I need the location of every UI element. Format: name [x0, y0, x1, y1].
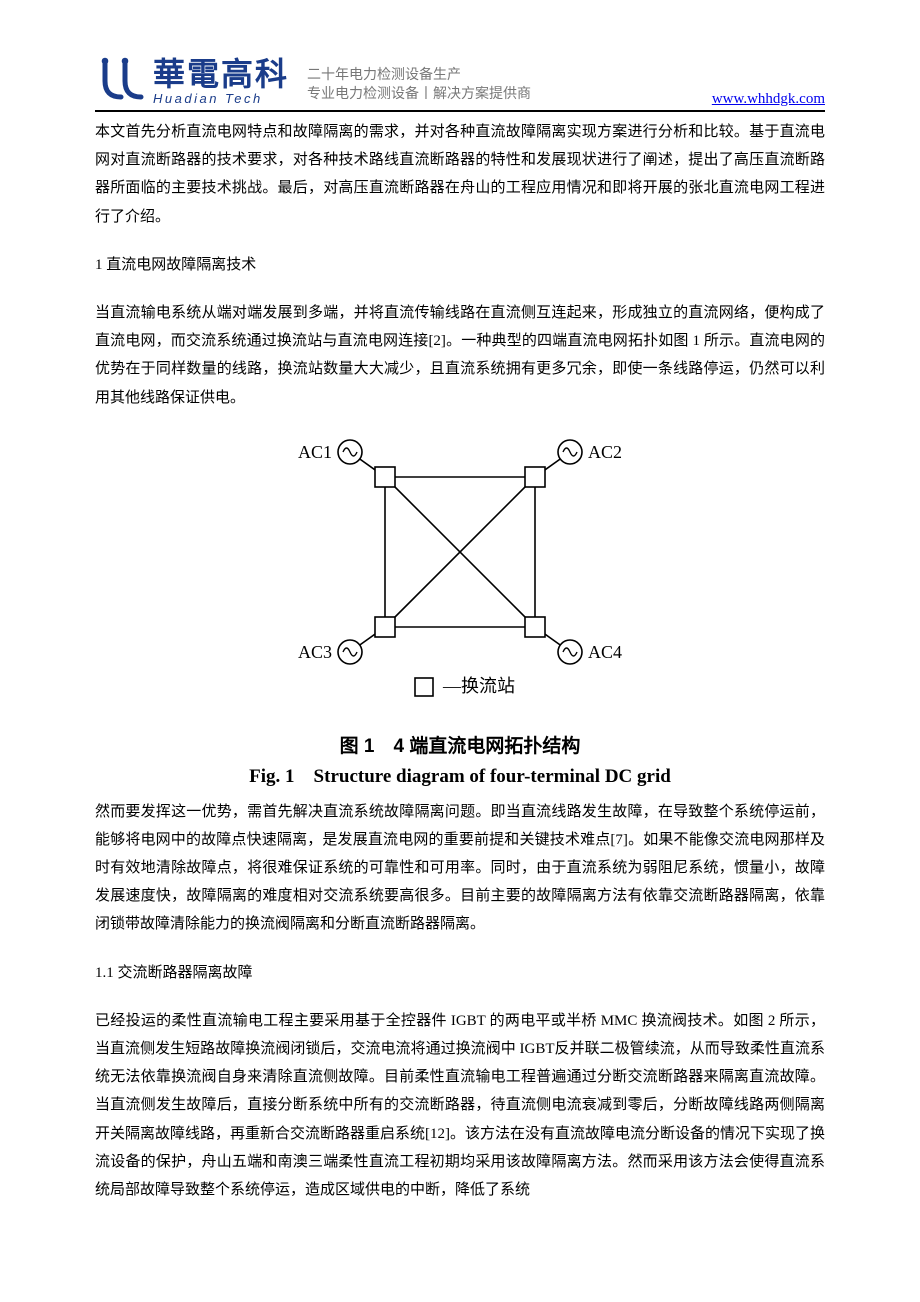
- svg-text:AC1: AC1: [298, 442, 332, 462]
- svg-text:AC3: AC3: [298, 642, 332, 662]
- paragraph-4: 已经投运的柔性直流输电工程主要采用基于全控器件 IGBT 的两电平或半桥 MMC…: [95, 1007, 825, 1204]
- logo-cn: 華電高科: [153, 58, 289, 90]
- figure-1: AC1 AC2 AC3 AC4 —换流站 图 1 4 端直流电网拓扑结构 Fig. 1 …: [95, 422, 825, 788]
- website-link[interactable]: www.whhdgk.com: [712, 91, 825, 108]
- document-body: 本文首先分析直流电网特点和故障隔离的需求，并对各种直流故障隔离实现方案进行分析和…: [95, 118, 825, 1204]
- logo-icon: [95, 57, 147, 106]
- page-header: 華電高科 Huadian Tech 二十年电力检测设备生产 专业电力检测设备丨解…: [95, 57, 825, 112]
- page: 華電高科 Huadian Tech 二十年电力检测设备生产 专业电力检测设备丨解…: [0, 0, 920, 1254]
- figure-1-caption-en: Fig. 1 Structure diagram of four-termina…: [95, 761, 825, 788]
- paragraph-intro: 本文首先分析直流电网特点和故障隔离的需求，并对各种直流故障隔离实现方案进行分析和…: [95, 118, 825, 231]
- logo-text: 華電高科 Huadian Tech: [153, 58, 289, 105]
- svg-text:AC4: AC4: [588, 642, 622, 662]
- svg-text:AC2: AC2: [588, 442, 622, 462]
- tagline-line2: 专业电力检测设备丨解决方案提供商: [307, 84, 531, 104]
- svg-text:—换流站: —换流站: [442, 676, 515, 696]
- paragraph-3: 然而要发挥这一优势，需首先解决直流系统故障隔离问题。即当直流线路发生故障，在导致…: [95, 798, 825, 939]
- figure-1-caption-cn: 图 1 4 端直流电网拓扑结构: [95, 731, 825, 758]
- tagline: 二十年电力检测设备生产 专业电力检测设备丨解决方案提供商: [307, 65, 531, 106]
- logo: 華電高科 Huadian Tech: [95, 57, 289, 106]
- figure-1-svg: AC1 AC2 AC3 AC4 —换流站: [290, 422, 630, 712]
- paragraph-2: 当直流输电系统从端对端发展到多端，并将直流传输线路在直流侧互连起来，形成独立的直…: [95, 299, 825, 412]
- section-1-1-title: 1.1 交流断路器隔离故障: [95, 959, 825, 987]
- section-1-title: 1 直流电网故障隔离技术: [95, 251, 825, 279]
- logo-en: Huadian Tech: [153, 92, 289, 105]
- tagline-line1: 二十年电力检测设备生产: [307, 65, 531, 85]
